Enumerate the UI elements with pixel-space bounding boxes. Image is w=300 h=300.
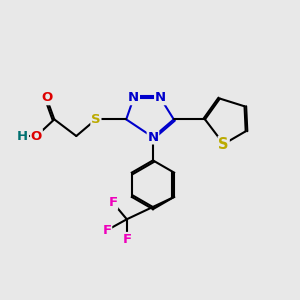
- Text: S: S: [91, 113, 101, 126]
- Text: H: H: [17, 130, 28, 142]
- Text: F: F: [122, 233, 131, 246]
- Text: N: N: [128, 92, 139, 104]
- Text: O: O: [41, 92, 52, 104]
- Text: O: O: [31, 130, 42, 142]
- Text: N: N: [155, 92, 166, 104]
- Text: N: N: [147, 131, 158, 144]
- Text: F: F: [102, 224, 112, 237]
- Text: F: F: [108, 196, 117, 209]
- Text: S: S: [218, 136, 229, 152]
